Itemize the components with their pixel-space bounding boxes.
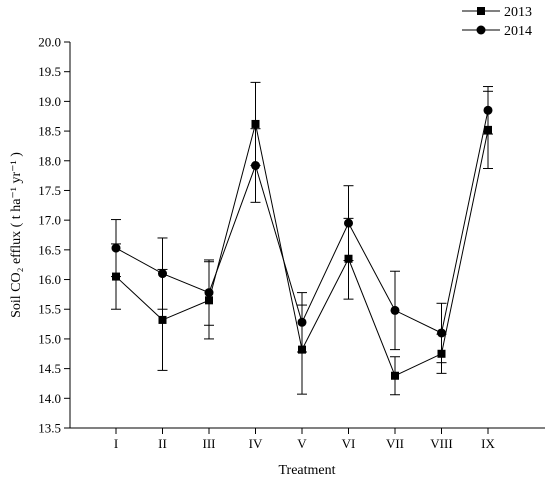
data-point-2014 bbox=[344, 218, 353, 228]
y-tick-label: 13.5 bbox=[38, 421, 61, 436]
x-tick-label: V bbox=[297, 436, 307, 451]
data-point-2014 bbox=[437, 328, 446, 338]
y-tick-label: 14.5 bbox=[38, 361, 61, 376]
data-point-2013 bbox=[391, 371, 399, 380]
y-tick-label: 19.0 bbox=[38, 94, 61, 109]
data-point-2014 bbox=[390, 305, 400, 315]
y-tick-label: 16.0 bbox=[38, 272, 61, 287]
y-tick-label: 15.5 bbox=[38, 302, 61, 317]
y-tick-label: 14.0 bbox=[38, 391, 61, 406]
x-tick-label: I bbox=[114, 436, 118, 451]
series bbox=[111, 81, 493, 396]
data-point-2014 bbox=[297, 317, 307, 327]
x-tick-label: VI bbox=[342, 436, 356, 451]
legend-label-2013: 2013 bbox=[504, 5, 532, 20]
y-tick-label: 19.5 bbox=[38, 64, 61, 79]
data-point-2014 bbox=[204, 288, 214, 298]
legend-marker-2014 bbox=[476, 25, 486, 35]
legend: 2013 2014 bbox=[462, 5, 532, 39]
series-2014 bbox=[111, 86, 493, 364]
y-tick-label: 18.5 bbox=[38, 124, 61, 139]
y-tick-label: 17.0 bbox=[38, 213, 61, 228]
data-point-2014 bbox=[158, 269, 167, 279]
data-point-2013 bbox=[158, 315, 167, 324]
legend-item-2014: 2014 bbox=[462, 24, 532, 39]
x-tick-label: VII bbox=[386, 436, 404, 451]
x-ticks: I II III IV V VI VII VIII IX bbox=[114, 428, 495, 451]
data-point-2013 bbox=[251, 119, 260, 128]
y-tick-label: 20.0 bbox=[38, 35, 61, 50]
data-point-2014 bbox=[111, 243, 121, 253]
axes bbox=[69, 42, 545, 429]
y-tick-label: 17.5 bbox=[38, 183, 61, 198]
y-ticks: 13.5 14.0 14.5 15.0 15.5 16.0 16.5 17.0 17.5 18.0… bbox=[38, 35, 70, 436]
y-tick-label: 16.5 bbox=[38, 242, 61, 257]
legend-label-2014: 2014 bbox=[504, 24, 532, 39]
data-point-2014 bbox=[483, 105, 493, 115]
x-axis-title: Treatment bbox=[278, 463, 335, 478]
legend-item-2013: 2013 bbox=[462, 5, 532, 20]
x-tick-label: III bbox=[203, 436, 216, 451]
y-tick-label: 18.0 bbox=[38, 153, 61, 168]
y-axis-title: Soil CO₂ efflux ( t ha⁻¹ yr⁻¹ ) bbox=[9, 152, 24, 318]
x-tick-label: VIII bbox=[430, 436, 452, 451]
y-tick-label: 15.0 bbox=[38, 331, 61, 346]
data-point-2014 bbox=[251, 161, 260, 171]
x-tick-label: II bbox=[158, 436, 167, 451]
legend-marker-2013 bbox=[477, 7, 485, 15]
x-tick-label: IX bbox=[481, 436, 495, 451]
x-tick-label: IV bbox=[249, 436, 263, 451]
